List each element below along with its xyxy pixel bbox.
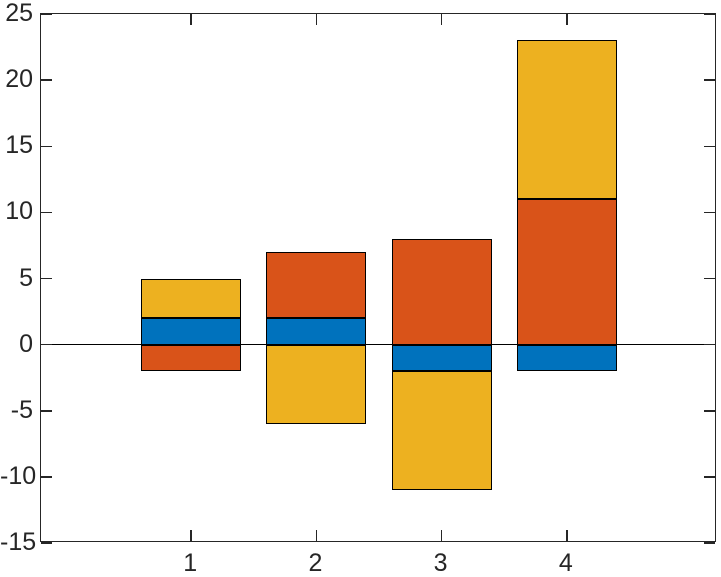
bar-segment-series-2-orange-x3 [391, 238, 492, 345]
x-axis-tick-bottom [190, 530, 192, 541]
x-axis-tick-top [440, 14, 443, 25]
plot-area [40, 13, 716, 544]
bar-segment-series-3-yellow-x4 [516, 40, 617, 200]
y-tick-label: -15 [0, 528, 37, 556]
x-axis-tick-bottom [315, 530, 318, 541]
y-axis-tick-left [41, 476, 52, 478]
x-axis-tick-bottom [566, 530, 568, 541]
y-axis-tick-right [704, 79, 715, 81]
bar-segment-series-1-blue-x1 [141, 318, 242, 345]
y-tick-label: 0 [19, 329, 33, 358]
bar-segment-series-3-yellow-x3 [391, 371, 492, 491]
y-axis-tick-right [704, 277, 715, 280]
bar-segment-series-3-yellow-x1 [141, 278, 242, 319]
y-axis-tick-left [41, 79, 52, 81]
x-tick-label: 3 [433, 549, 448, 577]
bar-segment-series-2-orange-x4 [516, 199, 617, 345]
y-tick-label: 10 [5, 197, 33, 226]
y-axis-tick-left [41, 410, 52, 412]
y-tick-label: 5 [19, 263, 33, 292]
y-axis-tick-left [41, 277, 52, 280]
bar-segment-series-2-orange-x1 [141, 344, 242, 372]
y-tick-label: 25 [5, 0, 33, 27]
x-axis-tick-top [315, 14, 318, 25]
y-axis-tick-right [704, 476, 715, 478]
x-axis-tick-bottom [440, 530, 443, 541]
x-tick-label: 1 [183, 549, 198, 577]
bar-segment-series-2-orange-x2 [266, 252, 367, 319]
y-tick-label: -10 [0, 461, 37, 490]
y-axis-tick-right [704, 145, 715, 147]
y-tick-label: -5 [10, 395, 33, 424]
y-axis-tick-left [41, 211, 52, 214]
bar-segment-series-1-blue-x4 [516, 344, 617, 372]
x-axis-tick-top [190, 14, 192, 25]
y-axis-tick-right [704, 343, 715, 346]
y-axis-tick-left [41, 343, 52, 346]
y-axis-tick-right [704, 211, 715, 214]
y-axis-tick-left [41, 145, 52, 147]
y-axis-tick-right [704, 13, 715, 15]
bar-segment-series-1-blue-x3 [391, 344, 492, 372]
x-tick-label: 4 [558, 549, 573, 577]
y-axis-tick-right [704, 542, 715, 544]
zero-baseline [41, 343, 715, 346]
bar-segment-series-3-yellow-x2 [266, 344, 367, 424]
y-tick-label: 20 [5, 65, 33, 94]
y-tick-label: 15 [5, 131, 33, 160]
y-axis-tick-left [41, 13, 52, 15]
x-axis-tick-top [566, 14, 568, 25]
x-tick-label: 2 [308, 549, 323, 577]
y-axis-tick-right [704, 410, 715, 412]
bar-segment-series-1-blue-x2 [266, 318, 367, 345]
y-axis-tick-left [41, 542, 52, 544]
